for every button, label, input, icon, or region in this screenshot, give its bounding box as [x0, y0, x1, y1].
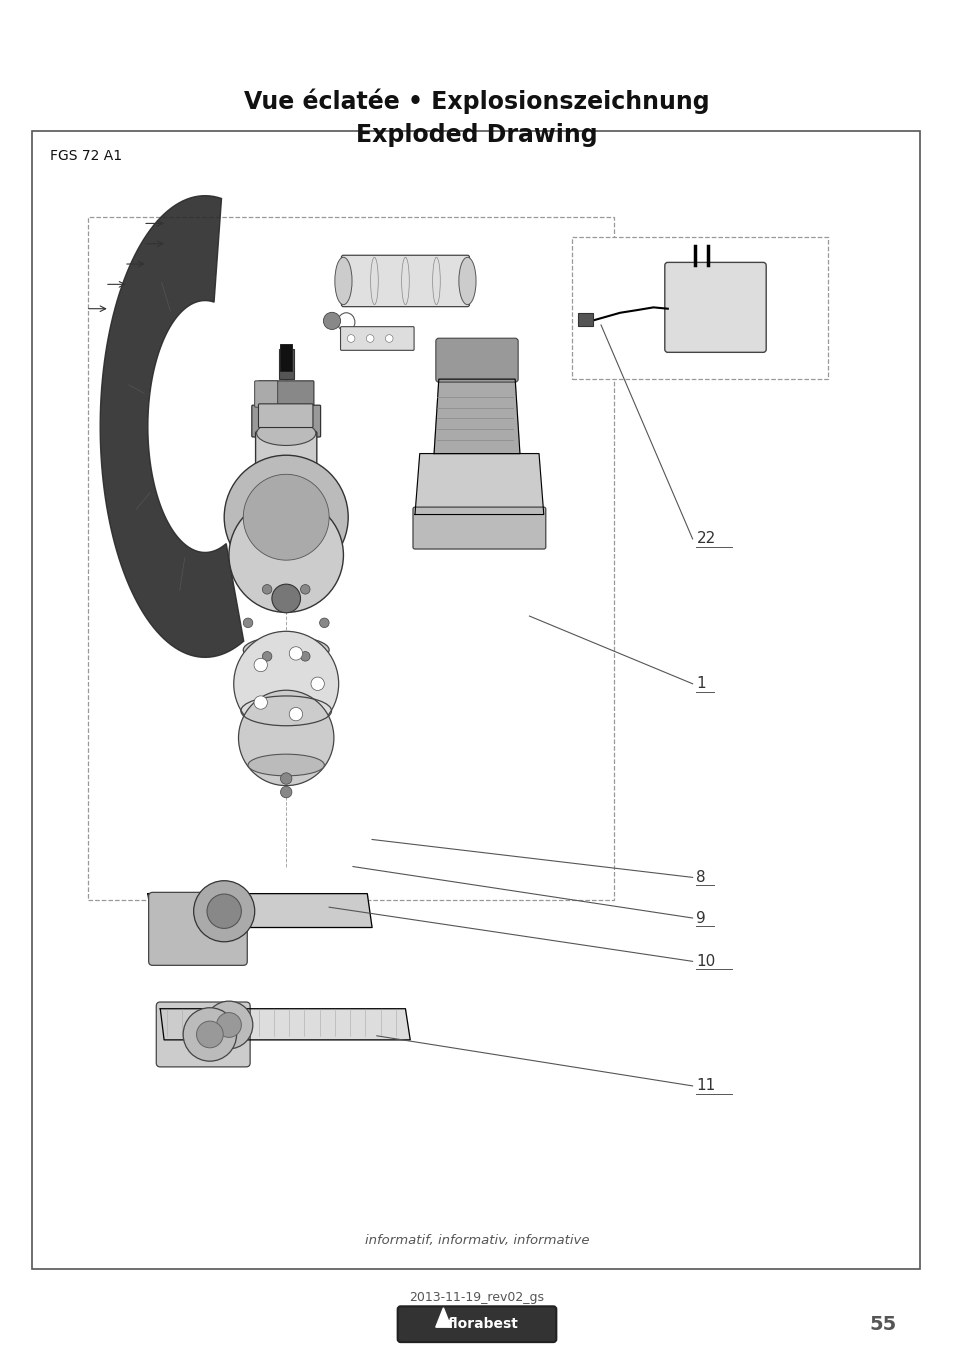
Circle shape — [238, 691, 334, 785]
Polygon shape — [148, 894, 372, 927]
FancyBboxPatch shape — [436, 338, 517, 382]
Ellipse shape — [248, 754, 324, 776]
FancyBboxPatch shape — [254, 380, 277, 408]
Bar — [88, 217, 614, 900]
Ellipse shape — [256, 421, 315, 445]
Ellipse shape — [458, 257, 476, 305]
Circle shape — [272, 584, 300, 613]
Circle shape — [243, 617, 253, 628]
Circle shape — [243, 474, 329, 561]
Bar — [32, 131, 919, 1269]
Text: 8: 8 — [696, 869, 705, 886]
Circle shape — [300, 585, 310, 594]
Text: 55: 55 — [868, 1315, 896, 1334]
Circle shape — [216, 1013, 241, 1037]
Polygon shape — [100, 196, 243, 657]
Circle shape — [280, 773, 292, 784]
Circle shape — [262, 585, 272, 594]
Circle shape — [319, 617, 329, 628]
Circle shape — [183, 1007, 236, 1062]
Circle shape — [289, 707, 302, 720]
Circle shape — [347, 334, 355, 343]
Circle shape — [385, 334, 393, 343]
Circle shape — [311, 677, 324, 691]
Circle shape — [366, 334, 374, 343]
Text: FGS 72 A1: FGS 72 A1 — [51, 149, 122, 164]
Bar — [278, 349, 294, 379]
Circle shape — [224, 455, 348, 580]
Circle shape — [253, 658, 267, 672]
Circle shape — [193, 880, 254, 942]
Ellipse shape — [243, 636, 329, 663]
Ellipse shape — [335, 257, 352, 305]
Bar — [572, 237, 827, 379]
Circle shape — [280, 787, 292, 798]
FancyBboxPatch shape — [258, 380, 314, 408]
Circle shape — [300, 651, 310, 661]
Text: 22: 22 — [696, 531, 715, 547]
Text: informatif, informativ, informative: informatif, informativ, informative — [364, 1233, 589, 1247]
Text: 2013-11-19_rev02_gs: 2013-11-19_rev02_gs — [409, 1290, 544, 1304]
FancyBboxPatch shape — [156, 1002, 250, 1067]
Text: florabest: florabest — [447, 1317, 517, 1331]
Circle shape — [207, 894, 241, 929]
FancyBboxPatch shape — [341, 256, 469, 306]
Circle shape — [229, 498, 343, 612]
Text: 11: 11 — [696, 1078, 715, 1094]
FancyBboxPatch shape — [397, 1307, 556, 1342]
FancyBboxPatch shape — [664, 263, 765, 352]
Bar — [280, 344, 292, 371]
Circle shape — [196, 1021, 223, 1048]
Text: Vue éclatée • Explosionszeichnung: Vue éclatée • Explosionszeichnung — [244, 89, 709, 114]
Polygon shape — [160, 1009, 410, 1040]
Text: 1: 1 — [696, 676, 705, 692]
Text: 9: 9 — [696, 910, 705, 926]
FancyBboxPatch shape — [149, 892, 247, 965]
Circle shape — [205, 1001, 253, 1049]
Polygon shape — [434, 379, 519, 454]
Polygon shape — [436, 1308, 451, 1327]
Bar — [578, 313, 593, 326]
Circle shape — [262, 651, 272, 661]
FancyBboxPatch shape — [252, 405, 320, 437]
Polygon shape — [415, 454, 543, 515]
FancyBboxPatch shape — [340, 326, 414, 351]
Text: Exploded Drawing: Exploded Drawing — [355, 123, 598, 148]
FancyBboxPatch shape — [255, 432, 316, 489]
Circle shape — [233, 631, 338, 737]
Circle shape — [323, 313, 340, 329]
Text: 10: 10 — [696, 953, 715, 969]
FancyBboxPatch shape — [258, 403, 313, 428]
FancyBboxPatch shape — [413, 508, 545, 548]
Circle shape — [289, 647, 302, 661]
Circle shape — [253, 696, 267, 709]
